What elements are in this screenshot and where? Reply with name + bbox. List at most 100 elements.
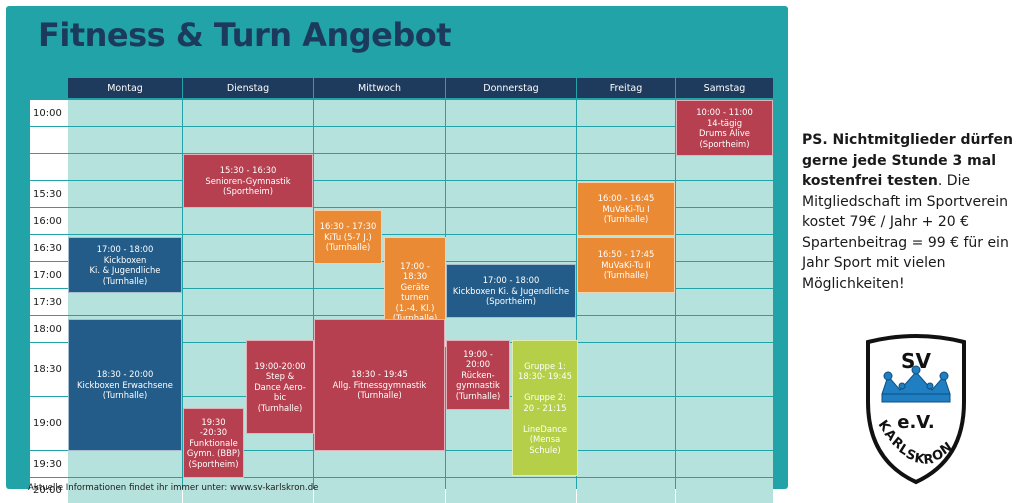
grid-cell [446, 127, 576, 153]
event-line: 18:30- 19:45 [518, 371, 572, 382]
event-line: 16:30 - 17:30 [319, 221, 377, 232]
event-line: 17:00 - 18:00 [96, 244, 154, 254]
grid-cell [314, 100, 445, 126]
footnote: Aktuelle Informationen findet ihr immer … [28, 483, 319, 493]
time-cell: 16:00 [30, 208, 68, 234]
grid-cell [68, 127, 182, 153]
grid-cell [577, 127, 675, 153]
grid-cell [446, 316, 576, 342]
event-line: (Turnhalle) [325, 242, 371, 253]
grid-cell [446, 154, 576, 180]
event-line: (Turnhalle) [102, 390, 148, 401]
grid-cell [183, 127, 313, 153]
grid-cell [676, 397, 773, 450]
event-line: Senioren-Gymnastik [205, 175, 291, 186]
event-line: (Turnhalle) [603, 270, 649, 281]
event-block[interactable]: 18:30 - 20:00 Kickboxen Erwachsene (Turnha… [68, 319, 182, 451]
event-line: Allg. Fitnessgymnastik [332, 379, 427, 390]
event-block[interactable]: 18:30 - 19:45 Allg. Fitnessgymnastik (Turn… [314, 319, 445, 451]
grid-cell [577, 451, 675, 477]
grid-cell [676, 154, 773, 180]
day-header-5: Samstag [676, 78, 773, 98]
event-line: Step & [265, 371, 295, 382]
event-line: Rücken- [461, 369, 495, 380]
grid-cell [676, 478, 773, 503]
grid-cell [577, 289, 675, 315]
event-line: 16:50 - 17:45 [597, 249, 655, 260]
grid-cell [314, 181, 445, 207]
time-cell: 16:30 [30, 235, 68, 261]
grid-cell [676, 181, 773, 207]
event-line: 14-tägig [706, 117, 743, 128]
event-line: 18:30 - 20:00 [96, 369, 154, 380]
event-line: (Sportheim) [699, 138, 750, 149]
event-line: 20 - 21:15 [523, 402, 567, 413]
grid-cell [314, 127, 445, 153]
grid-cell [314, 478, 445, 503]
grid-cell [183, 208, 313, 234]
event-block[interactable]: 17:00 - 18:00 Kickboxen Ki. & Jugendliche(… [68, 237, 182, 293]
note-text: . Die Mitgliedschaft im Sportverein kost… [802, 173, 1009, 292]
grid-cell [68, 289, 182, 315]
day-header-3: Donnerstag [446, 78, 576, 98]
event-line: 18:30 - 19:45 [351, 369, 408, 380]
event-line: Kickboxen Erwachsene [77, 379, 173, 390]
event-line: (Sportheim) [223, 186, 273, 197]
time-cell: 17:00 [30, 262, 68, 288]
time-cell: 17:30 [30, 289, 68, 315]
day-header-2: Mittwoch [314, 78, 445, 98]
grid-cell [577, 100, 675, 126]
svg-text:O: O [930, 447, 946, 465]
info-note: PS. Nichtmitglieder dürfen gerne jede St… [802, 130, 1018, 294]
grid-cell [676, 235, 773, 261]
club-logo: SV e.V. K A R L S K R O N [866, 334, 966, 485]
grid-cell [183, 316, 313, 342]
grid-cell [68, 208, 182, 234]
event-block[interactable]: 16:50 - 17:45 MuVaKi-Tu II (Turnhalle) [577, 237, 675, 293]
grid-cell [314, 154, 445, 180]
event-line: 17:00 - [400, 260, 430, 271]
event-block[interactable]: 19:00-20:00 Step & Dance Aero-bic (Turnhall… [246, 340, 314, 434]
event-line [544, 413, 547, 424]
event-line: bic [273, 392, 287, 403]
grid-cell [314, 451, 445, 477]
event-block[interactable]: 16:00 - 16:45 MuVaKi-Tu I (Turnhalle) [577, 182, 675, 236]
grid-cell [676, 343, 773, 396]
grid-cell [446, 478, 576, 503]
event-line: Kickboxen Ki. & Jugendliche [452, 285, 570, 296]
event-line: MuVaKi-Tu I [602, 203, 650, 214]
event-line: (Turnhalle) [455, 390, 501, 401]
event-line: turnen [401, 292, 429, 302]
grid-cell [676, 316, 773, 342]
grid-cell [446, 208, 576, 234]
grid-cell [446, 181, 576, 207]
event-block[interactable]: 10:00 - 11:00 14-tägig Drums Alive (Sporthe… [676, 100, 773, 156]
grid-cell [183, 235, 313, 261]
time-cell: 19:00 [30, 397, 68, 450]
event-line: 17:00 - 18:00 [482, 275, 540, 286]
event-line: Drums Alive [699, 128, 750, 138]
event-line: Funktionale [189, 437, 238, 448]
event-line: gymnastik [456, 380, 500, 391]
event-line: 19:30 [201, 416, 226, 427]
event-block[interactable]: 19:30 -20:30 Funktionale Gymn. (BBP) (Sporth… [183, 408, 244, 478]
event-block[interactable]: 19:00 -20:00 Rücken-gymnastik (Turnhalle) [446, 340, 510, 410]
event-line: Gruppe 2: [524, 392, 566, 403]
event-line: LineDance [522, 423, 568, 434]
event-line: 16:00 - 16:45 [597, 193, 655, 204]
grid-cell [68, 181, 182, 207]
time-cell: 10:00 [30, 100, 68, 126]
grid-cell [676, 262, 773, 288]
event-block[interactable]: 17:00 - 18:00 Kickboxen Ki. & Jugendliche… [446, 264, 576, 318]
time-cell: 19:30 [30, 451, 68, 477]
event-line: (Turnhalle) [357, 390, 402, 401]
svg-text:R: R [923, 452, 935, 468]
event-block[interactable]: 16:30 - 17:30 KiTu (5-7 J.) (Turnhalle) [314, 210, 382, 264]
event-block[interactable]: Gruppe 1: 18:30- 19:45 Gruppe 2: 20 - 21:1… [512, 340, 578, 476]
event-block[interactable]: 15:30 - 16:30 Senioren-Gymnastik (Sporthei… [183, 154, 313, 208]
grid-cell [676, 451, 773, 477]
schedule-grid: Montag Dienstag Mittwoch Donnerstag Freitag S… [30, 78, 774, 503]
event-line: (Turnhalle) [102, 275, 148, 286]
event-line: KiTu (5-7 J.) [324, 231, 372, 242]
grid-cell [68, 451, 182, 477]
